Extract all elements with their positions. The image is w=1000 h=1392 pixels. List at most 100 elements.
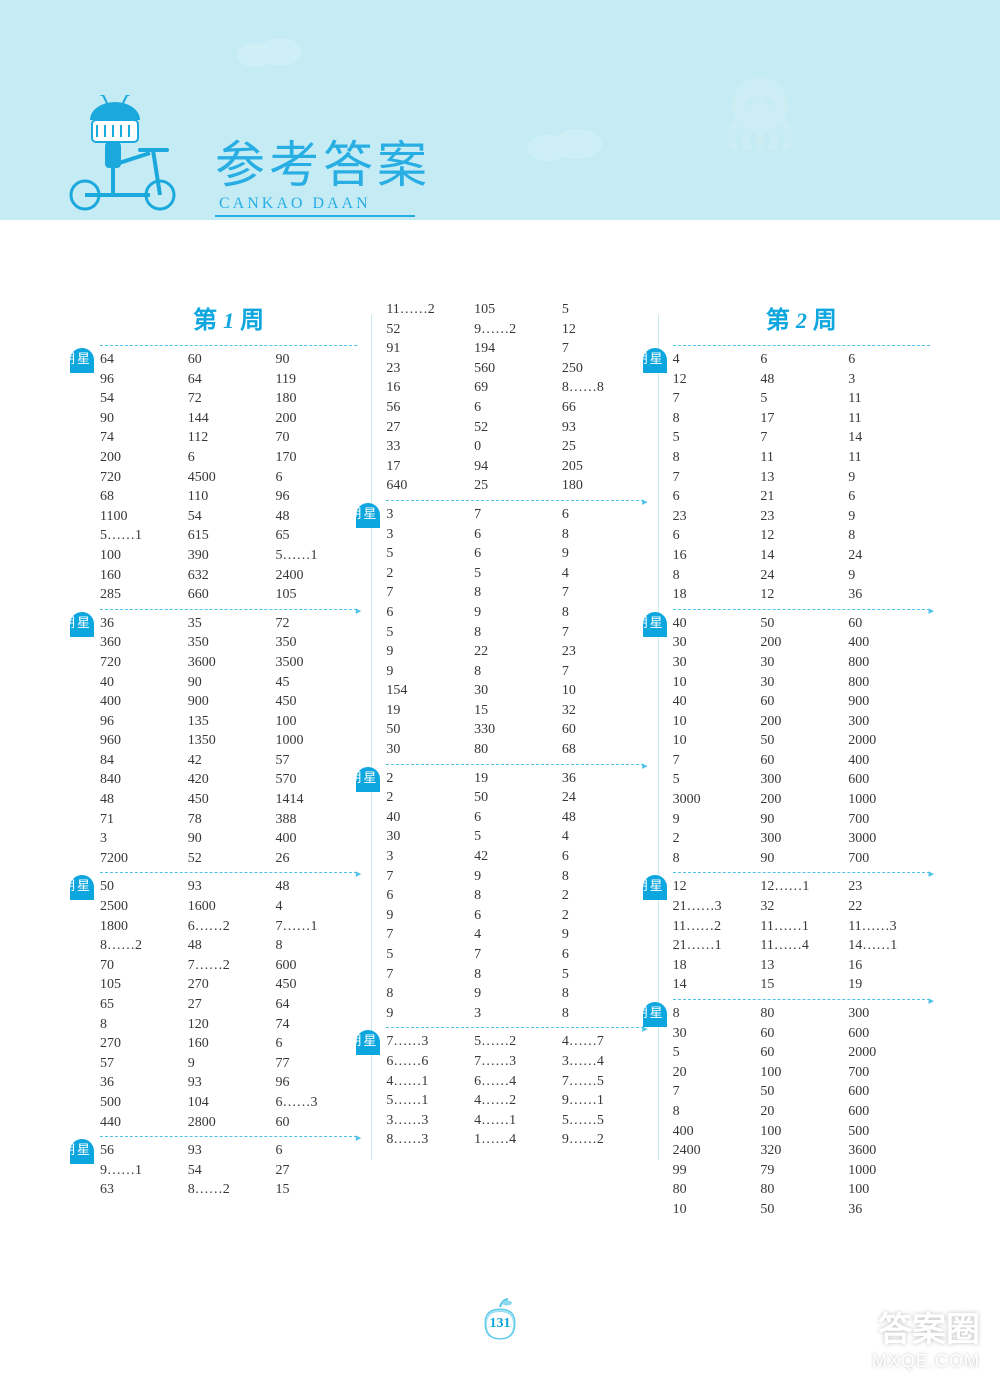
answer-cell: 720 [100,653,182,673]
answer-cell: 105 [100,975,182,995]
answer-cell: 12 [760,585,842,605]
answer-cell: 6 [386,886,468,906]
answer-cell: 24 [848,546,930,566]
answer-cell: 79 [760,1161,842,1181]
answer-cell: 1414 [276,790,358,810]
title-underline [215,215,415,217]
answer-cell: 2400 [276,566,358,586]
answer-cell: 388 [276,810,358,830]
answer-cell: 4……2 [474,1091,556,1111]
answer-cell: 9 [848,468,930,488]
answer-cell: 119 [276,370,358,390]
answer-cell: 6 [673,526,755,546]
answer-cell: 90 [276,350,358,370]
answer-cell: 4500 [188,468,270,488]
section-arrow-icon: ▸ [642,495,648,508]
answer-grid: 11……21055529……2129119472356025016698……85… [386,300,643,496]
answer-cell: 96 [100,370,182,390]
answer-cell: 4 [673,350,755,370]
answer-cell: 2 [562,906,644,926]
answer-grid: 8803003060600560200020100700750600820600… [673,1004,930,1220]
answer-cell: 7 [673,389,755,409]
answer-cell: 2 [386,769,468,789]
answer-cell: 72 [276,614,358,634]
answer-cell: 200 [100,448,182,468]
answer-grid: 6460909664119547218090144200741127020061… [100,350,357,605]
day-group: 11……21055529……2129119472356025016698……85… [386,300,643,496]
answer-cell: 11 [760,448,842,468]
answer-cell: 450 [276,975,358,995]
answer-cell: 1600 [188,897,270,917]
answer-cell: 2000 [848,731,930,751]
answer-cell: 5 [386,623,468,643]
answer-cell: 154 [386,681,468,701]
answer-cell: 50 [760,731,842,751]
answer-cell: 1100 [100,507,182,527]
answer-cell: 25 [474,476,556,496]
answer-cell: 7……2 [188,956,270,976]
answer-cell: 100 [276,712,358,732]
answer-cell: 3 [100,829,182,849]
page-number-badge: 131 [475,1297,525,1362]
answer-cell: 5……2 [474,1032,556,1052]
answer-cell: 11……2 [386,300,468,320]
answer-cell: 9 [848,566,930,586]
answer-cell: 68 [562,740,644,760]
answer-cell: 200 [760,790,842,810]
answer-cell: 93 [188,1073,270,1093]
answer-cell: 57 [100,1054,182,1074]
answer-cell: 8……3 [386,1130,468,1150]
section-arrow-icon: ▸ [928,994,934,1007]
answer-cell: 80 [474,740,556,760]
answer-cell: 90 [760,810,842,830]
octopus-deco-icon [700,70,820,150]
answer-cell: 11……4 [760,936,842,956]
answer-cell: 5 [673,428,755,448]
answer-cell: 15 [760,975,842,995]
answer-cell: 90 [188,829,270,849]
answer-cell: 3000 [848,829,930,849]
answer-cell: 7……5 [562,1072,644,1092]
answer-cell: 11 [848,409,930,429]
answer-cell: 1800 [100,917,182,937]
answer-cell: 10 [673,731,755,751]
section-arrow-icon: ▸ [928,867,934,880]
answer-cell: 78 [188,810,270,830]
answer-cell: 5 [386,544,468,564]
section-arrow-icon: ▸ [356,1131,362,1144]
answer-cell: 6……6 [386,1052,468,1072]
day-tab: 星期二 [70,612,94,637]
answer-cell: 64 [100,350,182,370]
answer-cell: 615 [188,526,270,546]
answer-cell: 10 [673,1200,755,1220]
answer-cell: 71 [100,810,182,830]
answer-cell: 30 [386,740,468,760]
answer-cell: 16 [673,546,755,566]
day-tab: 星期日 [356,1030,380,1055]
answer-cell: 5 [474,827,556,847]
day-group: ▸星期四880300306060056020002010070075060082… [673,999,930,1220]
answer-grid: 569369……15427638……215 [100,1141,357,1200]
answer-cell: 200 [760,712,842,732]
answer-cell: 270 [188,975,270,995]
answer-cell: 7 [673,1082,755,1102]
answer-cell: 8……2 [188,1180,270,1200]
answer-cell: 8 [474,965,556,985]
answer-cell: 7 [562,583,644,603]
day-group: ▸星期六219362502440648305434267986829627495… [386,764,643,1024]
answer-cell: 90 [760,849,842,869]
answer-cell: 60 [562,720,644,740]
answer-cell: 30 [673,653,755,673]
answer-cell: 50 [760,1200,842,1220]
day-group: 星期一6460909664119547218090144200741127020… [100,345,357,605]
answer-cell: 600 [848,1082,930,1102]
answer-cell: 6 [386,603,468,623]
answer-cell: 840 [100,770,182,790]
answer-cell: 120 [188,1015,270,1035]
answer-cell: 8 [673,1102,755,1122]
answer-cell: 30 [386,827,468,847]
answer-cell: 2500 [100,897,182,917]
answer-cell: 9 [188,1054,270,1074]
answer-cell: 8 [673,849,755,869]
answer-cell: 194 [474,339,556,359]
